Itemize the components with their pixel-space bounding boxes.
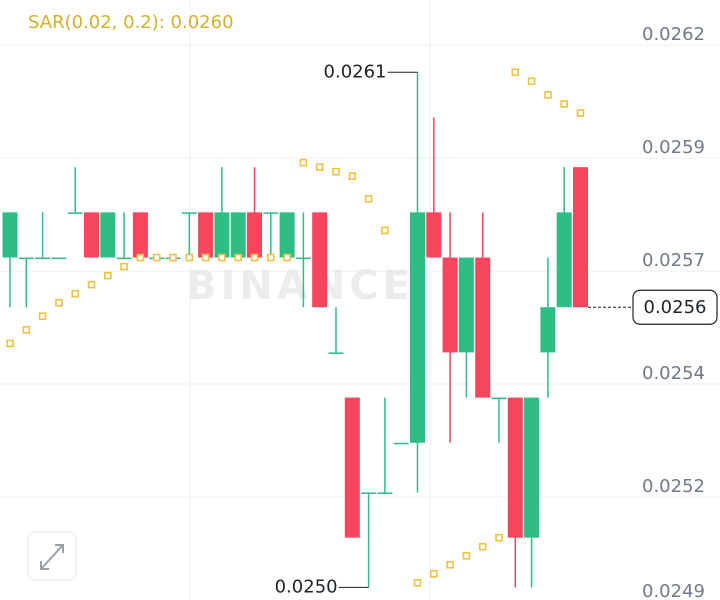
candle-body	[214, 212, 230, 258]
candle-body	[18, 257, 34, 260]
sar-dot	[364, 194, 373, 203]
sar-dot	[266, 253, 275, 262]
sar-dot	[315, 163, 324, 171]
sar-dot	[299, 158, 308, 167]
low-label: 0.0250	[275, 576, 338, 597]
y-tick-label: 0.0262	[642, 24, 705, 45]
candle-body	[556, 212, 572, 308]
sar-dot	[185, 253, 194, 262]
candle-body	[181, 212, 197, 214]
last-price-label: 0.0256	[644, 297, 707, 318]
sar-dot	[560, 100, 569, 108]
sar-dot	[6, 339, 14, 348]
sar-dot	[201, 253, 210, 262]
candle-body	[230, 212, 246, 258]
sar-dot	[234, 253, 242, 262]
candle-body	[377, 492, 393, 494]
sar-dot	[511, 68, 520, 77]
candle-body	[426, 212, 442, 258]
candle-body	[328, 352, 344, 354]
high-label: 0.0261	[324, 61, 387, 82]
sar-dot	[348, 172, 357, 181]
sar-dot	[544, 91, 552, 99]
candle-body	[2, 212, 18, 258]
last-price-box	[632, 289, 718, 325]
sar-dot	[55, 298, 63, 307]
candle-body	[475, 257, 491, 398]
candle-body	[312, 212, 328, 308]
sar-dot	[38, 312, 47, 321]
sar-dot	[136, 253, 145, 262]
candle-body	[100, 212, 116, 258]
sar-dot	[462, 551, 471, 560]
sar-dot	[152, 253, 161, 262]
sar-dot	[22, 326, 31, 334]
sar-dot	[104, 271, 112, 280]
sar-dot	[478, 542, 487, 551]
candle-body	[573, 167, 588, 308]
candle-body	[247, 212, 262, 258]
sar-dot	[446, 560, 454, 569]
sar-dot	[495, 533, 503, 542]
sar-dot	[120, 262, 128, 271]
sar-dot	[429, 569, 438, 578]
sar-dot	[381, 226, 389, 235]
candle-body	[51, 257, 67, 260]
y-tick-label: 0.0254	[642, 363, 705, 384]
sar-dot	[87, 280, 96, 289]
sar-dot	[527, 77, 536, 86]
candle-body	[279, 212, 295, 258]
candle-body	[67, 212, 83, 214]
candle-body	[263, 212, 279, 214]
candle-body	[35, 257, 51, 260]
sar-dot	[283, 253, 291, 262]
y-tick-label: 0.0249	[642, 581, 705, 600]
y-tick-label: 0.0257	[642, 250, 705, 271]
candle-body	[507, 397, 523, 538]
sar-dot	[332, 167, 340, 176]
candle-body	[116, 257, 132, 260]
sar-dot	[169, 253, 177, 262]
sar-dot	[576, 109, 585, 117]
candle-body	[295, 257, 311, 260]
candle-body	[540, 307, 556, 353]
candle-body	[442, 257, 458, 353]
candle-body	[198, 212, 214, 258]
candle-body	[524, 397, 540, 538]
sar-dot	[413, 579, 422, 587]
candle-body	[132, 212, 148, 258]
sar-dot	[218, 253, 226, 262]
y-tick-label: 0.0259	[642, 137, 705, 158]
candle-body	[458, 257, 474, 353]
expand-icon[interactable]	[40, 544, 64, 570]
candle-body	[410, 212, 425, 443]
indicator-label: SAR(0.02, 0.2): 0.0260	[28, 12, 234, 33]
candle-body	[361, 492, 377, 494]
expand-button[interactable]	[27, 531, 77, 581]
sar-dot	[71, 289, 79, 298]
candle-body	[491, 397, 507, 400]
y-tick-label: 0.0252	[642, 476, 705, 497]
candle-body	[393, 442, 409, 445]
watermark: BINANCE	[186, 263, 414, 309]
candle-body	[344, 397, 360, 538]
sar-dot	[250, 253, 259, 262]
candle-body	[84, 212, 99, 258]
